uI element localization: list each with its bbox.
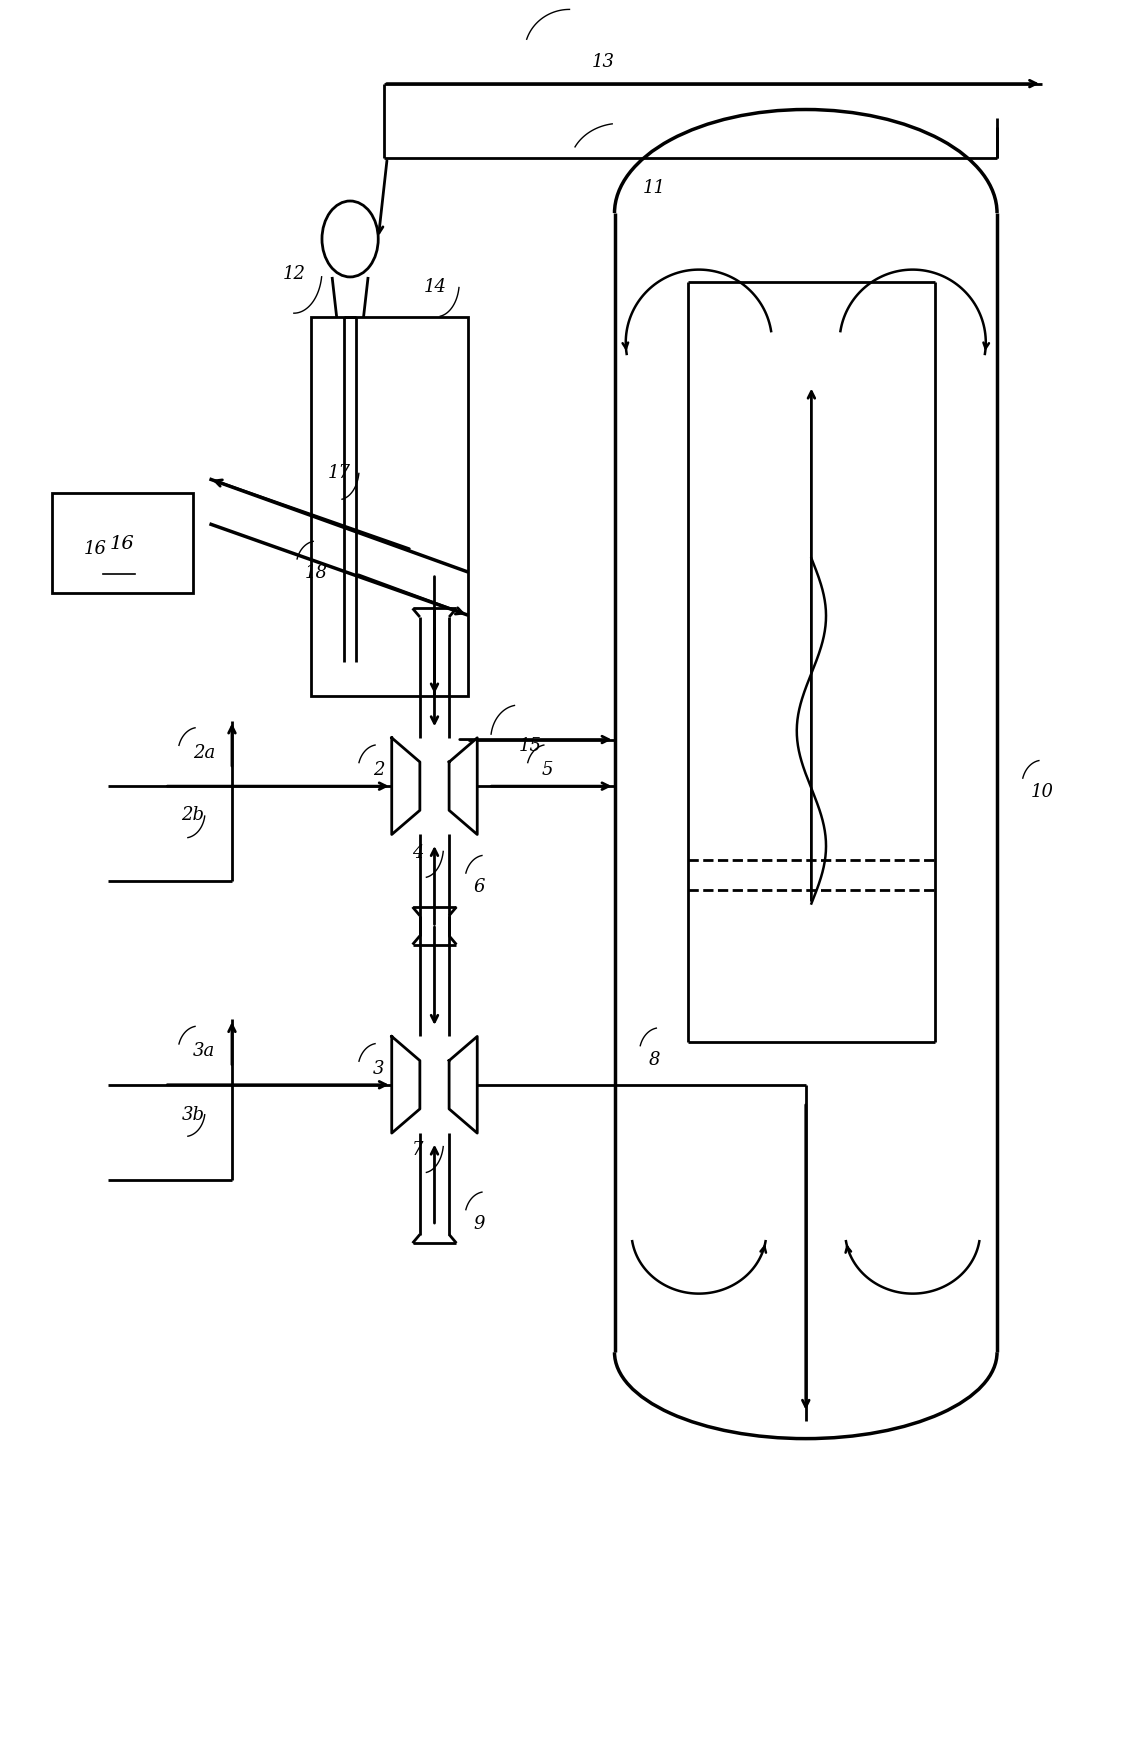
Text: 6: 6 xyxy=(474,878,485,896)
Text: 16: 16 xyxy=(109,534,134,553)
Text: 18: 18 xyxy=(305,563,328,583)
Bar xyxy=(52,494,192,593)
Ellipse shape xyxy=(322,202,378,278)
Text: 17: 17 xyxy=(328,464,351,482)
Text: 5: 5 xyxy=(541,760,552,779)
Polygon shape xyxy=(449,1036,477,1134)
Text: 3: 3 xyxy=(372,1059,384,1076)
Text: 3a: 3a xyxy=(192,1042,215,1059)
Text: 2: 2 xyxy=(372,760,384,779)
Polygon shape xyxy=(392,739,420,835)
Text: 10: 10 xyxy=(1031,783,1054,802)
Text: 11: 11 xyxy=(642,179,665,197)
Text: 2a: 2a xyxy=(192,743,215,762)
Text: 15: 15 xyxy=(519,736,542,755)
Text: 14: 14 xyxy=(424,278,446,296)
Text: 12: 12 xyxy=(282,266,305,283)
Polygon shape xyxy=(449,739,477,835)
Text: 4: 4 xyxy=(412,843,424,861)
Bar xyxy=(311,318,468,697)
Polygon shape xyxy=(392,1036,420,1134)
Text: 8: 8 xyxy=(648,1050,659,1068)
Text: 2b: 2b xyxy=(181,805,204,823)
Text: 9: 9 xyxy=(474,1214,485,1233)
Text: 16: 16 xyxy=(83,539,106,558)
Text: 7: 7 xyxy=(412,1141,424,1158)
Text: 13: 13 xyxy=(592,54,615,71)
Text: 3b: 3b xyxy=(181,1106,204,1123)
